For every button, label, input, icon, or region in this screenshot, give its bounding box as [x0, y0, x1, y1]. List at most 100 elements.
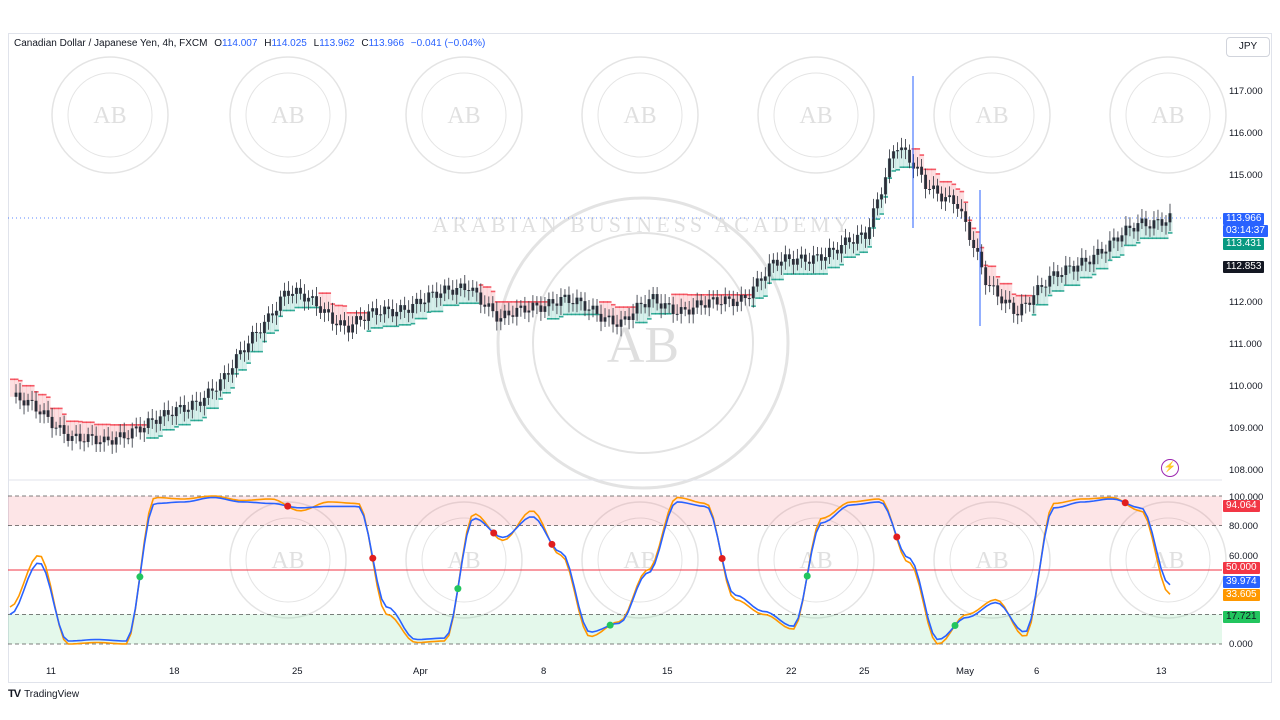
- candle-body: [627, 316, 631, 320]
- trail-step: [771, 278, 776, 281]
- osc-label: 100.000: [1229, 492, 1264, 503]
- trail-step: [867, 246, 872, 248]
- trail-step: [154, 437, 159, 439]
- trail-step: [442, 304, 448, 307]
- candle-body: [667, 303, 671, 305]
- cross-down-dot: [893, 533, 901, 541]
- trail-step: [635, 321, 640, 324]
- candle-body: [122, 432, 126, 439]
- time-label: 25: [292, 666, 303, 677]
- candle-body: [928, 189, 931, 191]
- candle-body: [214, 390, 218, 392]
- candle-body: [295, 287, 298, 294]
- candle-body: [375, 308, 379, 315]
- candle-body: [206, 388, 210, 398]
- candle-body: [226, 373, 230, 375]
- candle-body: [1128, 225, 1132, 228]
- trail-step: [1083, 276, 1089, 279]
- trail-step: [623, 306, 628, 308]
- trail-step: [1087, 276, 1093, 279]
- candle-body: [170, 414, 174, 417]
- cloud-band: [98, 424, 103, 443]
- trail-step: [66, 420, 71, 423]
- trail-step: [1155, 237, 1161, 240]
- lightning-icon[interactable]: ⚡: [1161, 459, 1179, 477]
- candle-body: [407, 309, 411, 313]
- tradingview-branding[interactable]: TV TradingView: [8, 688, 79, 700]
- cloud-band: [82, 422, 87, 442]
- cloud-band: [643, 307, 648, 323]
- trail-step: [851, 256, 856, 258]
- candle-body: [222, 373, 226, 380]
- candle-body: [94, 435, 98, 445]
- osc-label: 60.000: [1229, 551, 1259, 562]
- cloud-band: [430, 291, 436, 312]
- trail-step: [643, 321, 648, 324]
- trail-step: [418, 317, 424, 320]
- candle-body: [1168, 213, 1172, 223]
- candle-body: [186, 409, 190, 412]
- candle-body: [1136, 223, 1140, 232]
- candle-body: [747, 298, 751, 300]
- candle-body: [940, 193, 944, 202]
- cloud-band: [166, 414, 171, 430]
- candle-body: [279, 296, 282, 311]
- candle-body: [210, 388, 214, 391]
- candle-body: [319, 306, 322, 313]
- candle-body: [182, 404, 186, 412]
- trail-step: [102, 423, 107, 426]
- candle-body: [904, 147, 907, 150]
- candle-body: [1132, 227, 1136, 232]
- candle-body: [980, 251, 984, 268]
- trail-step: [558, 315, 564, 318]
- trail-step: [995, 275, 1001, 278]
- trail-step: [667, 312, 672, 315]
- trail-step: [639, 321, 644, 324]
- candle-body: [876, 199, 879, 209]
- cloud-band: [1127, 227, 1133, 246]
- watermark-inner-ring: [67, 72, 153, 158]
- cloud-band: [150, 419, 155, 438]
- candle-body: [423, 302, 427, 305]
- trail-step: [202, 416, 207, 419]
- candle-body: [467, 290, 471, 292]
- candle-body: [936, 185, 939, 194]
- candle-body: [154, 419, 158, 424]
- candle-body: [860, 232, 863, 235]
- candle-body: [864, 232, 867, 239]
- watermark-ring: [405, 501, 523, 619]
- cloud-band: [198, 405, 203, 421]
- trail-step: [214, 407, 219, 410]
- trail-step: [1067, 284, 1073, 287]
- candle-body: [1016, 313, 1020, 316]
- candle-body: [711, 297, 715, 300]
- trail-step: [170, 428, 175, 431]
- trail-step: [510, 301, 516, 303]
- candle-body: [395, 311, 399, 317]
- currency-button[interactable]: JPY: [1226, 37, 1270, 57]
- oversold-zone: [8, 614, 1222, 644]
- trail-step: [655, 312, 660, 315]
- trail-step: [386, 325, 392, 328]
- candle-body: [583, 301, 587, 311]
- watermark-badge: AB: [757, 56, 875, 174]
- candle-body: [791, 259, 795, 265]
- trail-step: [1051, 290, 1057, 292]
- trail-step: [310, 306, 316, 309]
- candle-body: [868, 227, 871, 239]
- trail-step: [1063, 284, 1069, 287]
- watermark-ring: [757, 501, 875, 619]
- candle-body: [663, 303, 667, 309]
- candle-body: [343, 320, 346, 326]
- candle-body: [783, 254, 787, 262]
- cloud-band: [238, 350, 243, 370]
- candle-body: [888, 158, 891, 178]
- candle-body: [815, 254, 819, 256]
- trail-step: [490, 290, 496, 293]
- candle-body: [291, 293, 294, 296]
- candle-body: [952, 195, 956, 205]
- candle-body: [920, 166, 923, 175]
- candle-body: [475, 287, 479, 293]
- candle-body: [647, 299, 651, 308]
